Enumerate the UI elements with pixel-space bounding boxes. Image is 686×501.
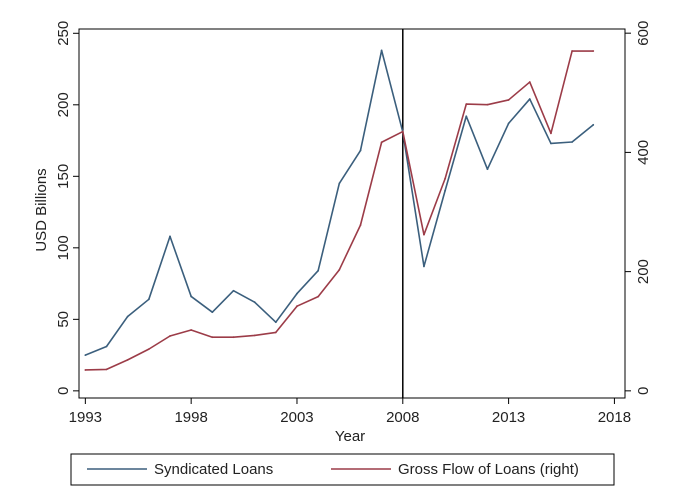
syndicated-point-2003 xyxy=(296,292,298,295)
gross-point-2011 xyxy=(465,103,468,106)
gross-point-2004 xyxy=(317,295,320,298)
syndicated-point-2001 xyxy=(253,301,256,304)
syndicated-point-1996 xyxy=(147,298,150,301)
gross-point-2014 xyxy=(528,81,531,83)
syndicated-point-2015 xyxy=(550,142,552,145)
y-tick-label: 150 xyxy=(55,164,72,189)
gross-point-2012 xyxy=(486,103,489,106)
y-right-tick-label: 0 xyxy=(635,387,652,395)
legend-box xyxy=(70,453,615,486)
y-tick-label: 50 xyxy=(55,311,72,328)
x-tick-label: 2008 xyxy=(386,409,419,426)
gross-point-2016 xyxy=(571,50,573,52)
gross-point-2015 xyxy=(550,132,552,135)
gross-point-1995 xyxy=(126,358,129,361)
gross-point-2013 xyxy=(507,99,510,101)
gross-point-2009 xyxy=(423,233,425,236)
y-right-tick-label: 400 xyxy=(635,140,652,165)
y-right-tick-label: 200 xyxy=(635,259,652,284)
gross-point-1994 xyxy=(105,368,108,371)
x-tick-label: 2018 xyxy=(598,409,631,426)
syndicated-point-2007 xyxy=(380,49,383,52)
syndicated-point-1999 xyxy=(211,311,214,314)
x-tick-label: 1998 xyxy=(174,409,207,426)
gross-point-2007 xyxy=(380,141,383,144)
syndicated-point-2010 xyxy=(444,189,447,192)
legend-label-syndicated: Syndicated Loans xyxy=(154,461,273,478)
syndicated-point-2012 xyxy=(486,168,489,171)
syndicated-point-2017 xyxy=(592,123,595,126)
y-tick-label: 250 xyxy=(55,21,72,46)
syndicated-point-1997 xyxy=(169,235,171,238)
syndicated-point-2009 xyxy=(423,265,425,268)
gross-point-1999 xyxy=(211,336,214,339)
gross-point-2008 xyxy=(401,130,404,133)
syndicated-point-2011 xyxy=(465,115,468,118)
syndicated-point-2005 xyxy=(338,182,341,185)
gross-point-2010 xyxy=(444,177,447,180)
series-line-syndicated-loans xyxy=(85,49,594,356)
syndicated-point-2000 xyxy=(232,289,235,292)
y-tick-label: 200 xyxy=(55,92,72,117)
syndicated-point-1993 xyxy=(84,354,87,356)
gross-point-1998 xyxy=(190,329,193,331)
syndicated-point-2002 xyxy=(274,321,277,324)
x-axis: 1993 1998 2003 2008 2013 2018 xyxy=(69,398,631,426)
series-line-gross-flow xyxy=(85,50,594,371)
y-tick-label: 100 xyxy=(55,235,72,260)
legend-label-gross: Gross Flow of Loans (right) xyxy=(398,461,579,478)
x-axis-title: Year xyxy=(335,428,365,445)
syndicated-point-1995 xyxy=(126,315,129,318)
syndicated-point-2014 xyxy=(528,98,531,100)
gross-point-1993 xyxy=(84,369,87,371)
gross-point-2017 xyxy=(592,50,595,52)
gross-point-2005 xyxy=(338,268,341,271)
gross-point-2006 xyxy=(359,224,362,227)
x-tick-label: 2013 xyxy=(492,409,525,426)
gross-point-2000 xyxy=(232,336,235,339)
y-tick-label: 0 xyxy=(55,387,72,395)
y-axis-title: USD Billions xyxy=(33,168,50,251)
gross-point-1997 xyxy=(169,335,171,337)
y-right-tick-label: 600 xyxy=(635,21,652,46)
series-layer xyxy=(84,29,595,398)
syndicated-point-2016 xyxy=(571,141,573,143)
syndicated-point-1994 xyxy=(105,345,108,348)
gross-point-1996 xyxy=(147,348,150,351)
gross-point-2003 xyxy=(296,305,298,308)
plot-area xyxy=(78,28,626,399)
left-axis: 0 50 100 150 200 250 xyxy=(55,21,79,395)
right-axis: 0 200 400 600 xyxy=(625,21,652,395)
x-tick-label: 2003 xyxy=(280,409,313,426)
gross-point-2001 xyxy=(253,334,256,337)
syndicated-point-2006 xyxy=(359,149,362,152)
legend: Syndicated Loans Gross Flow of Loans (ri… xyxy=(70,453,615,486)
syndicated-point-2013 xyxy=(507,122,510,125)
syndicated-point-2004 xyxy=(317,269,320,272)
syndicated-point-1998 xyxy=(190,295,193,298)
x-tick-label: 1993 xyxy=(69,409,102,426)
plot-frame xyxy=(78,28,626,399)
gross-point-2002 xyxy=(274,331,277,334)
